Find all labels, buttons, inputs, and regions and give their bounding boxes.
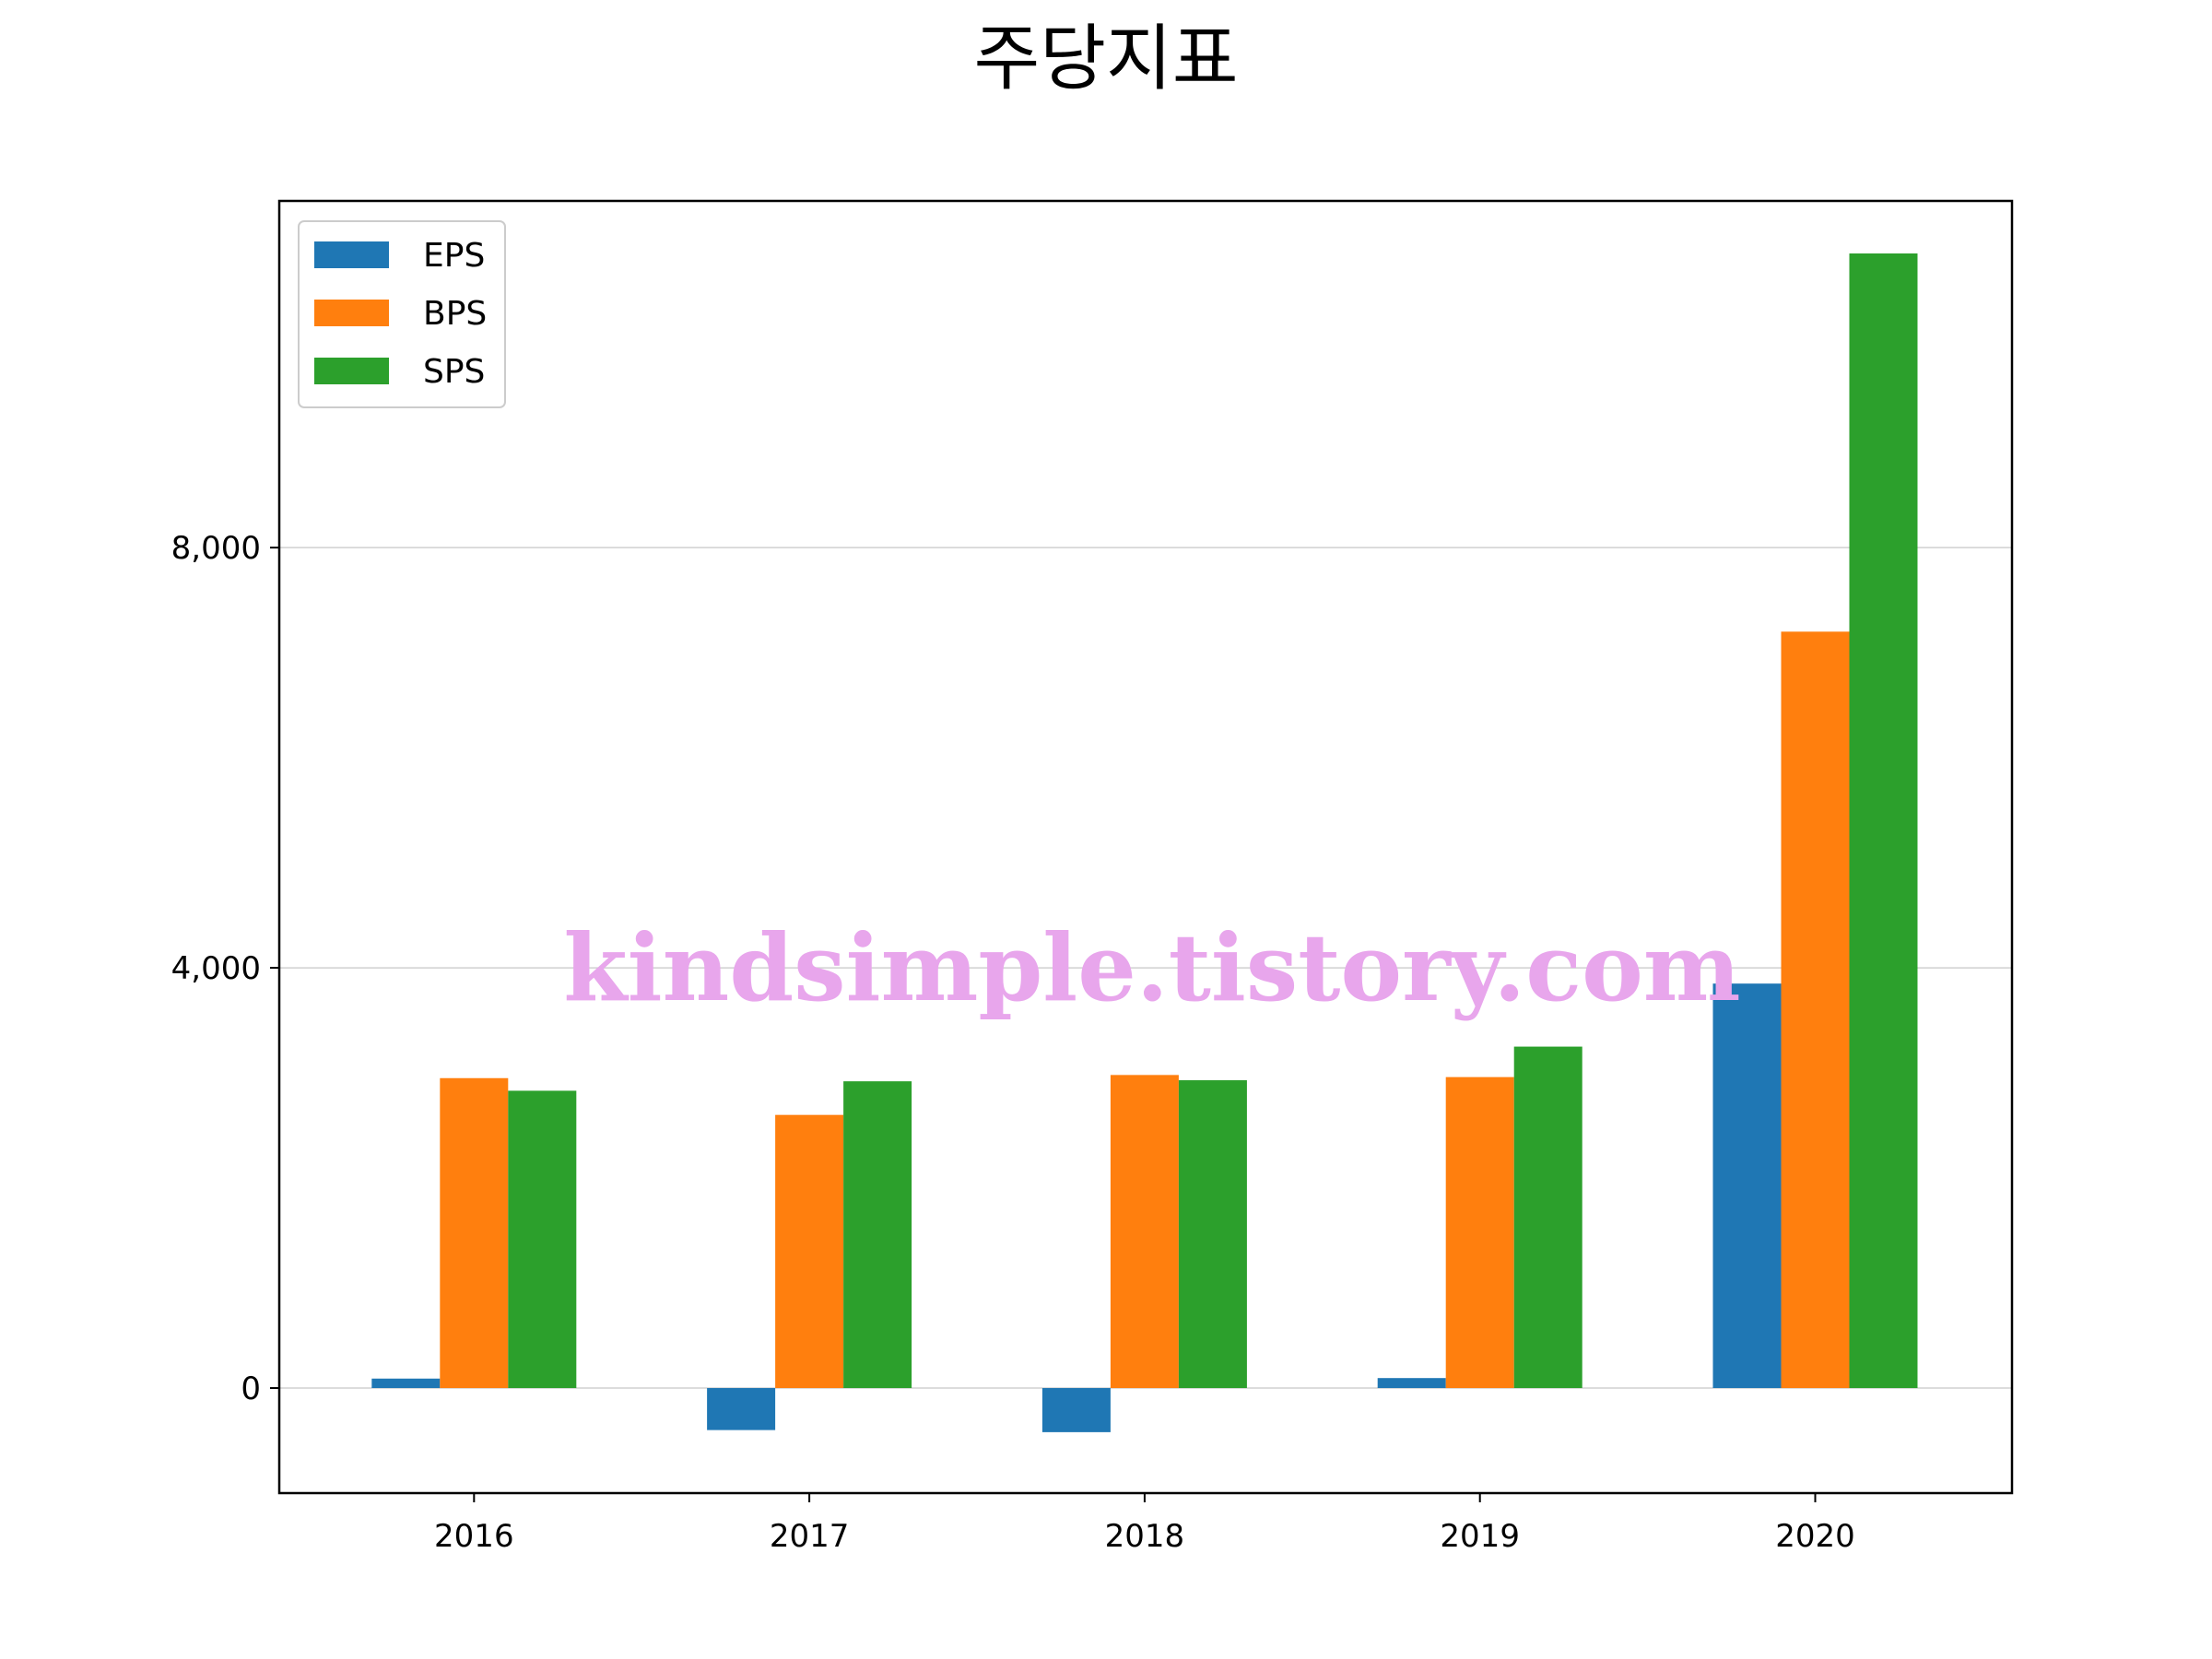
y-tick-label: 0 — [241, 1371, 261, 1407]
legend-swatch-bps — [314, 300, 389, 326]
x-tick-label: 2019 — [1440, 1518, 1520, 1555]
x-tick-label: 2020 — [1775, 1518, 1855, 1555]
bar-bps-2020 — [1781, 631, 1850, 1389]
x-tick-label: 2016 — [434, 1518, 514, 1555]
bar-eps-2017 — [707, 1388, 776, 1430]
bars — [371, 253, 1918, 1432]
bar-sps-2018 — [1178, 1080, 1247, 1389]
bar-sps-2020 — [1849, 253, 1918, 1389]
legend-swatch-sps — [314, 358, 389, 384]
legend-label-eps: EPS — [423, 237, 485, 275]
bar-eps-2019 — [1377, 1378, 1446, 1389]
legend: EPS BPS SPS — [298, 220, 506, 408]
bar-bps-2017 — [775, 1114, 844, 1389]
bar-bps-2016 — [440, 1077, 509, 1389]
plot-frame — [277, 199, 2014, 1495]
bar-eps-2016 — [371, 1378, 441, 1389]
bar-eps-2020 — [1712, 983, 1782, 1389]
watermark-text: kindsimple.tistory.com — [563, 913, 1740, 1022]
bar-sps-2019 — [1513, 1046, 1583, 1389]
bar-eps-2018 — [1041, 1388, 1111, 1432]
chart-title: 주당지표 — [973, 18, 1238, 100]
bar-sps-2016 — [508, 1090, 577, 1389]
legend-label-bps: BPS — [423, 295, 487, 333]
bar-sps-2017 — [843, 1081, 912, 1389]
y-tick-label: 4,000 — [171, 950, 261, 987]
x-tick-label: 2018 — [1105, 1518, 1185, 1555]
bar-bps-2018 — [1110, 1075, 1179, 1389]
axes: 0 4,000 8,000 2016 2017 2018 2019 2020 — [171, 199, 2014, 1555]
x-tick-label: 2017 — [770, 1518, 850, 1555]
legend-swatch-eps — [314, 241, 389, 268]
bar-bps-2019 — [1445, 1077, 1514, 1389]
legend-label-sps: SPS — [423, 353, 485, 391]
y-tick-label: 8,000 — [171, 530, 261, 567]
